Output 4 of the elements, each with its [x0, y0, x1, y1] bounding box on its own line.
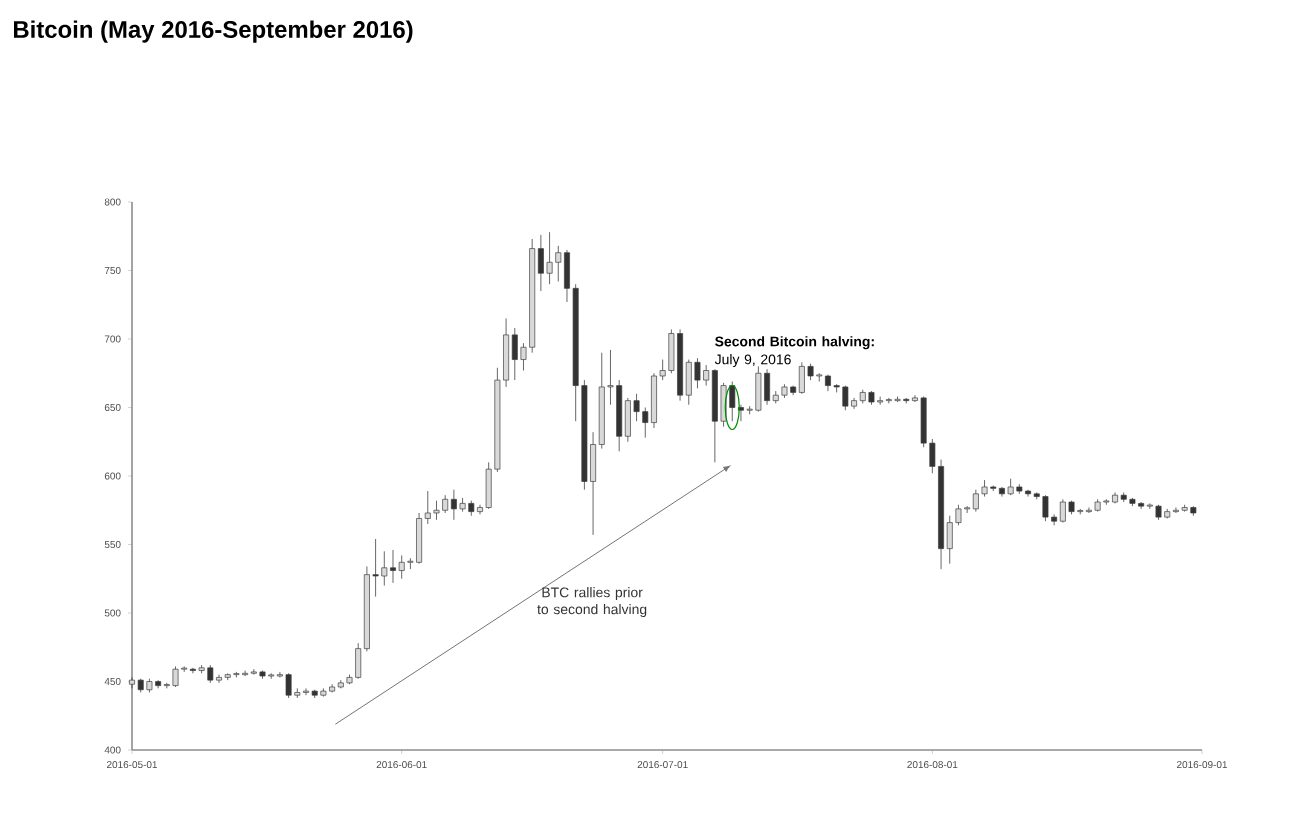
- candlestick: [433, 500, 440, 521]
- chart-title: Bitcoin (May 2016-September 2016): [14, 20, 413, 43]
- candlestick: [172, 666, 179, 688]
- candlestick: [694, 357, 701, 389]
